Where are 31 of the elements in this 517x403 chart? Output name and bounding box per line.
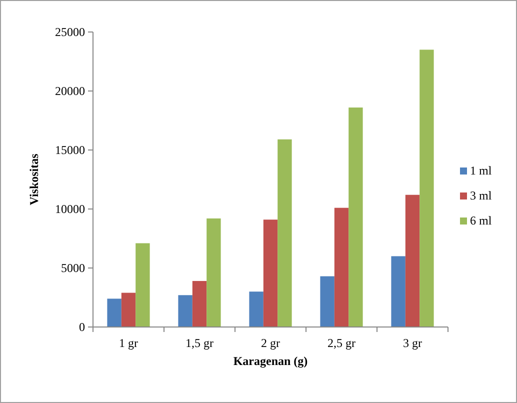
x-axis-title: Karagenan (g) bbox=[233, 354, 308, 368]
bar bbox=[206, 218, 221, 327]
bar bbox=[348, 108, 363, 327]
y-tick-label: 10000 bbox=[55, 202, 85, 216]
legend-label: 3 ml bbox=[470, 188, 492, 202]
bar bbox=[107, 298, 122, 327]
y-tick-label: 25000 bbox=[55, 25, 85, 39]
legend-label: 1 ml bbox=[470, 164, 492, 178]
bar bbox=[334, 208, 349, 327]
bar bbox=[391, 256, 406, 327]
bar bbox=[249, 292, 264, 327]
bar bbox=[178, 295, 192, 327]
x-tick-label: 2,5 gr bbox=[328, 336, 356, 350]
x-tick-label: 1,5 gr bbox=[186, 336, 214, 350]
y-tick-label: 0 bbox=[79, 320, 85, 334]
y-axis-title: Viskositas bbox=[27, 153, 41, 206]
x-tick-label: 2 gr bbox=[261, 336, 280, 350]
bar bbox=[420, 50, 434, 327]
bar bbox=[121, 292, 136, 327]
bar bbox=[136, 243, 150, 327]
legend-label: 6 ml bbox=[470, 214, 492, 228]
y-tick-label: 5000 bbox=[61, 261, 85, 275]
bar bbox=[320, 276, 334, 327]
y-tick-label: 15000 bbox=[55, 143, 85, 157]
bar bbox=[263, 220, 278, 327]
bar bbox=[278, 139, 292, 327]
x-tick-label: 1 gr bbox=[119, 336, 138, 350]
x-tick-label: 3 gr bbox=[403, 336, 422, 350]
y-tick-label: 20000 bbox=[55, 84, 85, 98]
bar bbox=[192, 280, 207, 327]
bar bbox=[405, 194, 420, 327]
